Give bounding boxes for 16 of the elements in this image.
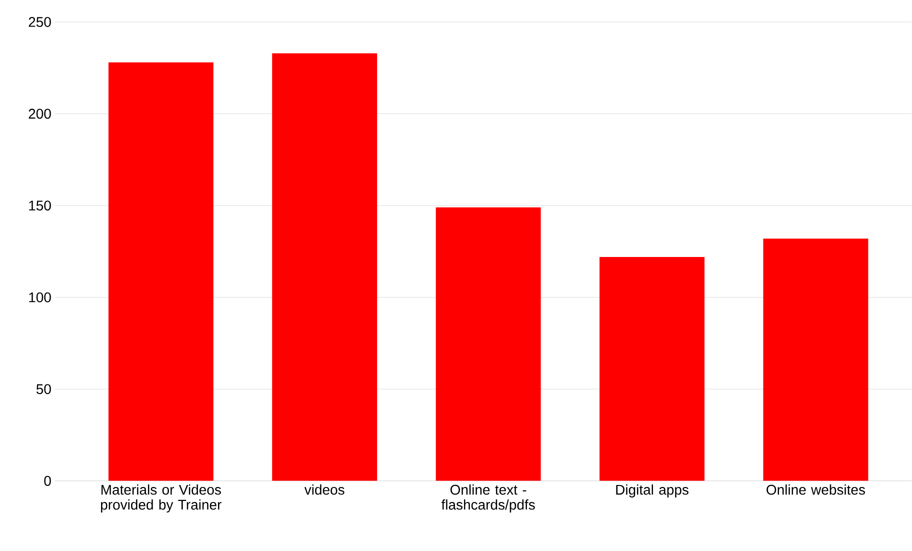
y-tick-label: 100: [29, 292, 51, 302]
y-tick-label: 150: [29, 200, 51, 211]
x-tick-label: Digital apps: [616, 484, 688, 498]
y-tick-label: 0: [44, 476, 51, 486]
y-tick-label: 200: [28, 108, 51, 119]
bar: [436, 207, 541, 481]
bar: [272, 53, 378, 481]
bar: [600, 257, 705, 481]
y-tick-label: 250: [28, 17, 51, 28]
x-tick-label: videos: [304, 484, 344, 495]
x-tick-label: Online websites: [766, 484, 865, 495]
y-tick-label: 50: [36, 384, 51, 394]
x-tick-label: Materials or Videos provided by Trainer: [101, 484, 222, 513]
x-tick-label: Online text - flashcards/pdfs: [441, 484, 535, 513]
bar: [763, 238, 868, 481]
bar: [108, 62, 214, 481]
